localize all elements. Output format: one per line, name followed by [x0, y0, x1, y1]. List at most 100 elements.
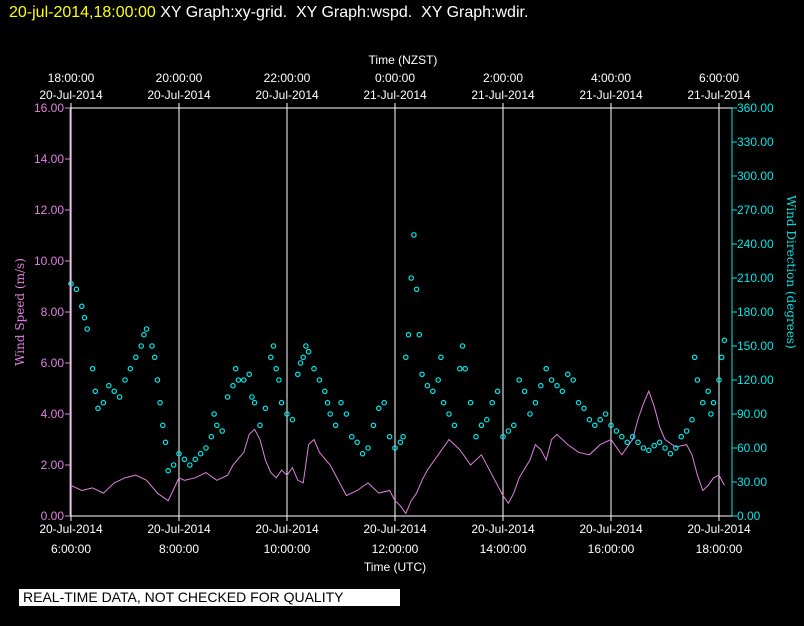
x-top-tick-time: 22:00:00 — [264, 71, 311, 85]
wind-direction-point — [154, 377, 161, 383]
wind-direction-point — [273, 365, 280, 372]
wind-direction-point — [500, 433, 506, 440]
wind-direction-point — [270, 343, 277, 349]
wind-speed-line — [70, 389, 725, 515]
y-right-tick-label: 180.00 — [737, 305, 774, 319]
wind-direction-point — [419, 371, 425, 378]
wind-direction-point — [708, 411, 714, 417]
wind-direction-point — [381, 399, 388, 406]
wind-direction-point — [133, 354, 139, 361]
wind-direction-point — [608, 422, 614, 429]
wind-direction-point — [451, 422, 458, 429]
wind-direction-point — [321, 388, 328, 395]
quality-notice: REAL-TIME DATA, NOT CHECKED FOR QUALITY — [19, 589, 400, 606]
x-bottom-tick-date: 20-Jul-2014 — [147, 522, 211, 536]
wind-direction-point — [338, 399, 344, 406]
wind-direction-point — [467, 399, 474, 406]
wind-direction-point — [127, 365, 134, 372]
x-bottom-tick-date: 20-Jul-2014 — [579, 522, 643, 536]
x-bottom-tick-date: 20-Jul-2014 — [687, 522, 751, 536]
wind-direction-point — [316, 377, 323, 383]
wind-direction-point — [640, 445, 647, 451]
y-right-tick-label: 60.00 — [737, 441, 767, 455]
wind-direction-point — [170, 462, 177, 468]
wind-direction-point — [678, 433, 685, 440]
wind-direction-point — [79, 303, 85, 310]
wind-direction-point — [591, 422, 598, 429]
x-top-tick-date: 21-Jul-2014 — [363, 88, 427, 102]
wind-direction-point — [635, 439, 641, 446]
wind-direction-point — [405, 331, 412, 338]
wind-direction-point — [411, 232, 417, 238]
header-title: 20-jul-2014,18:00:00 XY Graph:xy-grid. X… — [9, 4, 528, 21]
x-bottom-tick-time: 16:00:00 — [588, 542, 635, 556]
wind-direction-point — [408, 275, 415, 281]
y-right-tick-label: 120.00 — [737, 373, 774, 387]
wind-direction-point — [359, 450, 366, 457]
wind-direction-point — [187, 462, 193, 468]
wind-direction-point — [235, 377, 242, 383]
wind-direction-point — [624, 439, 631, 446]
wind-direction-point — [505, 428, 512, 434]
wind-direction-point — [141, 331, 147, 338]
y-left-tick-label: 14.00 — [34, 152, 64, 166]
wind-direction-point — [602, 411, 609, 417]
wind-direction-point — [618, 433, 625, 440]
wind-direction-point — [683, 428, 690, 434]
wind-direction-point — [446, 411, 452, 417]
wind-direction-point — [386, 433, 393, 440]
wind-direction-point — [327, 411, 334, 417]
wind-direction-point — [343, 411, 350, 417]
wind-direction-point — [300, 354, 307, 361]
wind-direction-point — [151, 354, 158, 361]
wind-direction-point — [365, 445, 371, 451]
wind-direction-point — [716, 377, 722, 383]
x-top-tick-date: 20-Jul-2014 — [147, 88, 211, 102]
x-bottom-tick-time: 12:00:00 — [372, 542, 419, 556]
y-left-tick-label: 10.00 — [34, 254, 64, 268]
wind-direction-point — [162, 439, 169, 446]
wind-direction-point — [197, 450, 204, 457]
wind-direction-point — [246, 371, 253, 378]
x-bottom-tick-date: 20-Jul-2014 — [363, 522, 427, 536]
wind-direction-point — [149, 343, 155, 349]
y-right-tick-label: 300.00 — [737, 169, 774, 183]
wind-direction-point — [294, 371, 301, 378]
wind-direction-point — [251, 399, 258, 406]
wind-direction-point — [160, 422, 166, 429]
wind-direction-point — [629, 433, 636, 440]
wind-direction-point — [284, 411, 290, 417]
y-right-tick-label: 240.00 — [737, 237, 774, 251]
y-right-tick-label: 0.00 — [737, 509, 761, 523]
wind-direction-point — [402, 354, 409, 361]
wind-direction-point — [176, 450, 182, 457]
wind-direction-point — [413, 286, 420, 293]
wind-direction-point — [224, 394, 231, 400]
wind-direction-point — [267, 354, 274, 361]
wind-direction-point — [192, 456, 199, 463]
wind-direction-point — [483, 416, 490, 423]
y-left-tick-label: 6.00 — [41, 356, 65, 370]
header-graph-list: XY Graph:xy-grid. XY Graph:wspd. XY Grap… — [156, 4, 529, 21]
wind-direction-point — [416, 331, 423, 338]
wind-direction-point — [203, 445, 209, 451]
wind-direction-point — [116, 394, 123, 400]
y-right-tick-label: 90.00 — [737, 407, 767, 421]
x-bottom-axis-label: Time (UTC) — [364, 560, 426, 574]
wind-direction-point — [435, 377, 442, 383]
wind-direction-point — [106, 382, 112, 389]
y-right-axis-label: Wind Direction (degrees) — [784, 195, 798, 349]
wind-direction-point — [84, 326, 91, 332]
wind-direction-point — [262, 405, 269, 412]
wind-direction-point — [214, 422, 220, 429]
x-top-tick-time: 20:00:00 — [156, 71, 203, 85]
x-top-tick-time: 6:00:00 — [699, 71, 739, 85]
wind-direction-point — [289, 416, 296, 423]
wind-direction-point — [73, 286, 80, 293]
x-bottom-tick-time: 6:00:00 — [51, 542, 91, 556]
wind-direction-point — [543, 365, 550, 372]
wind-direction-point — [656, 439, 663, 446]
wind-direction-point — [645, 447, 652, 454]
wind-direction-point — [478, 422, 485, 429]
wind-direction-point — [489, 399, 496, 406]
